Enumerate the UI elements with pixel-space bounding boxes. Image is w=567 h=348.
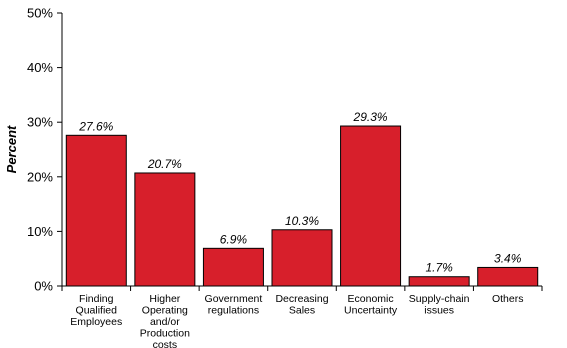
x-category-label-line: Decreasing: [275, 293, 328, 305]
data-label: 29.3%: [353, 110, 388, 124]
x-category-label-line: Finding: [79, 293, 114, 305]
data-label: 20.7%: [147, 157, 182, 171]
data-label: 3.4%: [494, 251, 522, 265]
x-category-label-line: Higher: [149, 293, 180, 305]
data-labels-group: 27.6% 20.7% 6.9% 10.3% 29.3% 1.7% 3.4%: [78, 110, 521, 275]
x-category-label-line: Qualified: [76, 305, 118, 317]
x-category-label-line: Employees: [70, 316, 122, 328]
y-axis: 0% 10% 20% 30% 40% 50%: [27, 6, 63, 294]
data-label: 1.7%: [425, 261, 453, 275]
bar: [477, 266, 539, 287]
x-category-label-line: Operating: [142, 305, 188, 317]
bar: [408, 276, 470, 287]
y-tick-label: 30%: [27, 115, 53, 130]
y-tick-label: 0%: [34, 279, 53, 294]
data-label: 27.6%: [78, 119, 113, 133]
bar: [340, 125, 402, 287]
x-category-label: Economic Uncertainty: [344, 293, 398, 317]
y-axis-title: Percent: [4, 125, 19, 173]
y-tick-label: 40%: [27, 60, 53, 75]
x-category-label: Others: [492, 293, 524, 305]
data-label: 10.3%: [285, 214, 319, 228]
x-category-label-line: Uncertainty: [344, 305, 398, 317]
x-category-label-line: Economic: [348, 293, 394, 305]
x-category-label: Supply-chain issues: [409, 293, 470, 317]
bar: [65, 134, 127, 287]
bar: [271, 229, 333, 287]
x-category-label: Higher Operating and/or Production costs: [140, 293, 190, 348]
x-category-label-line: Supply-chain: [409, 293, 470, 305]
y-tick-label: 20%: [27, 169, 53, 184]
y-tick-label: 10%: [27, 224, 53, 239]
x-category-label-line: issues: [424, 305, 454, 317]
x-category-label-line: and/or: [150, 316, 180, 328]
bar: [202, 247, 264, 287]
x-category-label-line: Sales: [289, 305, 315, 317]
y-tick-label: 50%: [27, 6, 53, 21]
x-category-label: Finding Qualified Employees: [70, 293, 122, 328]
x-category-label-line: costs: [153, 339, 178, 348]
x-axis: Finding Qualified Employees Higher Operating…: [61, 285, 543, 348]
bar: [134, 172, 196, 287]
data-label: 6.9%: [220, 232, 248, 246]
x-category-label-line: Government: [205, 293, 263, 305]
x-category-label: Government regulations: [205, 293, 263, 317]
x-category-label-line: regulations: [208, 305, 259, 317]
x-category-label-line: Others: [492, 293, 524, 305]
x-category-label: Decreasing Sales: [275, 293, 328, 317]
bars-group: [65, 125, 539, 287]
x-category-label-line: Production: [140, 328, 190, 340]
